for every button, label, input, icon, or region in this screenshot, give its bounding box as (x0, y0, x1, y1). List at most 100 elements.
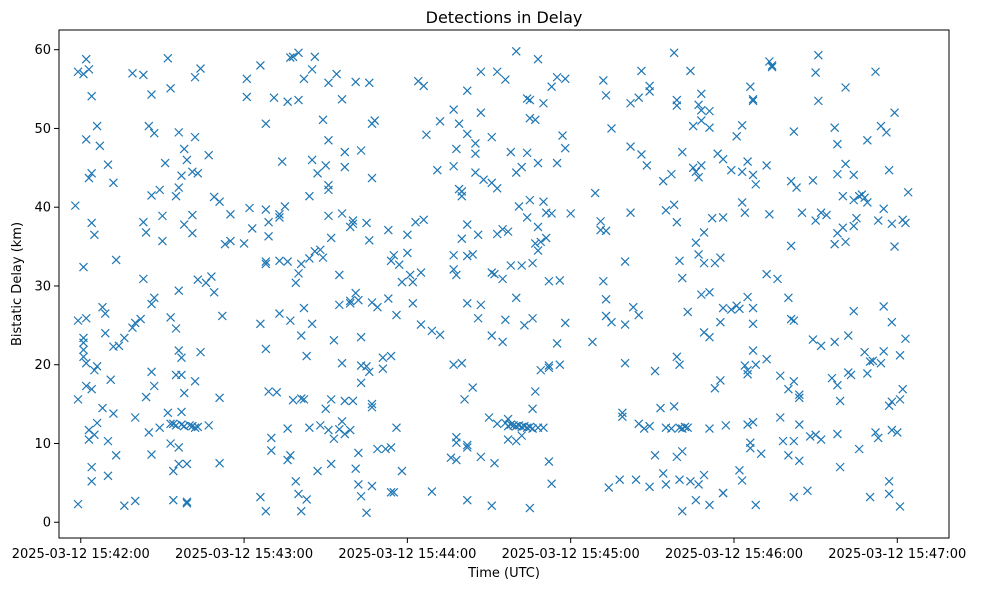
data-point (544, 361, 554, 370)
data-point (451, 432, 461, 442)
data-point (792, 183, 802, 192)
data-point (547, 479, 557, 489)
data-point (656, 403, 665, 413)
data-point (751, 179, 761, 189)
data-point (490, 458, 499, 468)
data-point (604, 483, 614, 493)
y-tick-label: 50 (34, 122, 51, 137)
data-point (386, 487, 396, 497)
data-point (832, 139, 842, 149)
data-point (337, 209, 347, 218)
data-point (324, 78, 333, 88)
data-point (364, 235, 374, 245)
data-point (598, 276, 608, 286)
data-point (525, 95, 535, 105)
data-point (525, 195, 535, 205)
data-point (745, 82, 755, 92)
data-point (288, 395, 298, 405)
data-point (718, 213, 728, 222)
data-point (345, 425, 355, 435)
data-point (92, 361, 102, 371)
data-point (620, 358, 630, 368)
data-point (95, 141, 105, 151)
data-point (419, 215, 429, 225)
data-point (392, 423, 401, 433)
data-point (849, 306, 859, 316)
data-point (737, 198, 747, 207)
data-point (533, 246, 543, 255)
data-point (718, 488, 728, 498)
data-point (607, 317, 616, 327)
data-point (669, 200, 679, 210)
data-point (530, 115, 540, 125)
data-point (677, 147, 687, 157)
data-point (73, 499, 83, 509)
data-point (890, 242, 899, 252)
data-point (830, 123, 840, 133)
data-point (457, 187, 467, 196)
data-point (517, 431, 527, 441)
data-point (778, 436, 788, 446)
data-point (468, 383, 478, 392)
data-point (204, 150, 214, 160)
data-point (321, 161, 331, 170)
data-point (149, 381, 159, 391)
data-point (119, 501, 129, 511)
data-point (196, 64, 205, 74)
data-point (506, 147, 516, 157)
data-point (84, 173, 94, 183)
data-point (302, 494, 312, 504)
data-point (762, 269, 772, 279)
data-point (130, 496, 140, 506)
data-point (321, 404, 331, 414)
data-point (261, 119, 271, 129)
data-point (130, 318, 140, 328)
data-point (596, 216, 606, 226)
data-point (299, 74, 309, 84)
y-axis-label: Bistatic Delay (km) (10, 222, 25, 346)
data-point (487, 132, 497, 142)
data-point (590, 188, 600, 198)
data-point (832, 169, 842, 179)
data-point (500, 75, 510, 85)
data-point (190, 376, 200, 386)
data-point (340, 396, 350, 406)
data-point (296, 506, 306, 516)
data-point (356, 332, 366, 342)
data-point (283, 257, 293, 266)
data-point (332, 69, 342, 79)
data-point (596, 225, 606, 235)
data-point (81, 135, 91, 144)
data-point (100, 328, 110, 338)
data-point (386, 256, 396, 266)
data-point (783, 384, 793, 394)
data-point (533, 222, 543, 232)
data-point (498, 274, 508, 284)
data-point (294, 268, 303, 278)
data-point (179, 220, 189, 229)
data-point (340, 162, 350, 172)
data-point (860, 193, 870, 203)
data-point (794, 456, 804, 466)
data-point (566, 209, 576, 218)
data-point (353, 480, 363, 489)
data-point (364, 367, 374, 377)
data-point (193, 168, 203, 178)
data-point (98, 302, 107, 312)
data-point (356, 146, 366, 155)
data-point (748, 170, 758, 180)
data-point (694, 250, 704, 259)
data-point (348, 396, 358, 406)
data-point (215, 393, 225, 403)
data-point (427, 487, 437, 496)
data-point (158, 211, 167, 221)
data-point (873, 433, 883, 443)
data-point (841, 237, 850, 247)
data-point (748, 417, 758, 427)
data-point (182, 459, 192, 469)
data-point (536, 365, 546, 375)
data-point (177, 353, 186, 363)
data-point (794, 420, 804, 430)
data-point (805, 431, 815, 441)
data-point (822, 210, 831, 220)
